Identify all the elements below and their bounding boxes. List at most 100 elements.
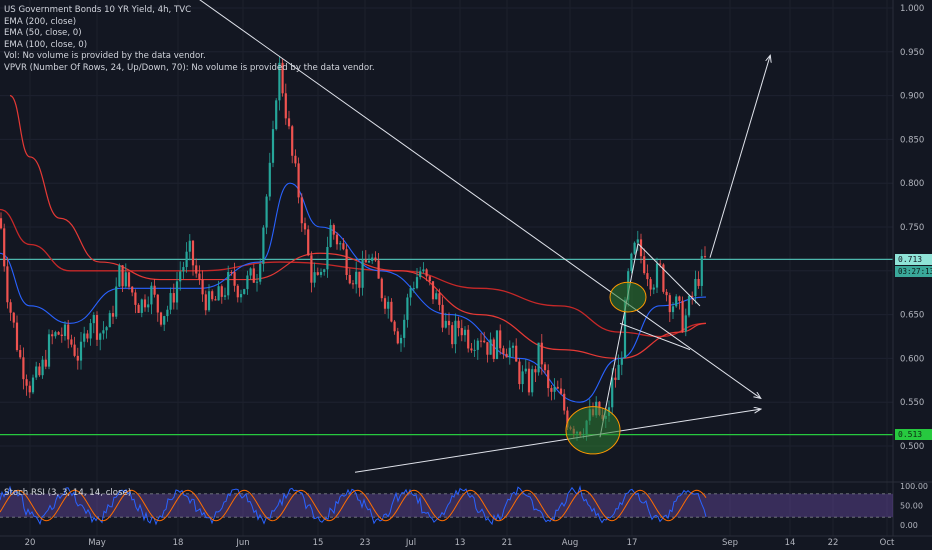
indicator-vpvr[interactable]: VPVR (Number Of Rows, 24, Up/Down, 70): …	[4, 62, 375, 73]
indicator-ema100[interactable]: EMA (100, close, 0)	[4, 39, 88, 50]
candle-body	[415, 277, 419, 289]
x-tick-label: Sep	[722, 538, 738, 548]
candle-body	[44, 359, 47, 367]
y-tick-label: 0.900	[900, 92, 924, 102]
candle-body	[681, 300, 684, 332]
candle-body	[323, 269, 326, 272]
candle-body	[35, 366, 38, 378]
candle-body	[15, 322, 19, 351]
rsi-tick-label: 100.00	[900, 482, 928, 491]
candle-body	[172, 293, 175, 303]
candle-body	[99, 333, 102, 340]
candle-body	[687, 295, 691, 316]
candle-body	[633, 242, 636, 254]
candle-body	[175, 281, 179, 303]
candle-body	[143, 299, 147, 308]
candle-body	[620, 358, 623, 365]
candle-body	[703, 256, 707, 258]
candle-body	[361, 259, 364, 288]
candle-body	[399, 337, 403, 344]
candle-body	[147, 304, 150, 308]
candle-body	[124, 272, 127, 287]
chart-title[interactable]: US Government Bonds 10 YR Yield, 4h, TVC	[4, 5, 192, 15]
rsi-tick-label: 0.00	[900, 521, 918, 530]
candle-body	[79, 341, 83, 361]
candle-body	[22, 357, 25, 380]
candle-body	[374, 257, 377, 261]
candle-body	[364, 259, 367, 263]
candle-body	[435, 293, 438, 300]
candle-body	[185, 251, 188, 268]
x-tick-label: Oct	[880, 538, 895, 548]
y-tick-label: 0.650	[900, 311, 924, 321]
stoch-rsi-label[interactable]: Stoch RSI (3, 3, 14, 14, close)	[4, 488, 132, 498]
candle-body	[639, 239, 643, 257]
candle-body	[691, 295, 694, 297]
y-tick-label: 0.500	[900, 442, 924, 452]
candle-body	[662, 264, 665, 292]
candle-body	[502, 348, 505, 354]
candle-body	[537, 342, 540, 373]
candle-body	[140, 299, 143, 313]
y-tick-label: 0.850	[900, 135, 924, 145]
candle-body	[102, 330, 105, 334]
candle-body	[153, 285, 156, 295]
candle-body	[51, 334, 54, 337]
y-tick-label: 1.000	[900, 4, 924, 14]
indicator-vol[interactable]: Vol: No volume is provided by the data v…	[4, 51, 206, 62]
candle-body	[31, 377, 35, 393]
candle-body	[403, 319, 406, 338]
candle-body	[275, 100, 278, 130]
candle-body	[115, 286, 118, 317]
candle-body	[188, 240, 191, 252]
candle-body	[243, 289, 246, 294]
candle-body	[230, 271, 233, 273]
indicator-ema50[interactable]: EMA (50, close, 0)	[4, 28, 82, 39]
support-level-badge: 0.513	[895, 429, 932, 440]
candle-body	[383, 298, 387, 309]
y-tick-label: 0.800	[900, 179, 924, 189]
candle-body	[527, 368, 531, 393]
indicator-ema200[interactable]: EMA (200, close)	[4, 16, 77, 27]
candle-body	[678, 296, 681, 301]
candle-body	[313, 272, 316, 283]
candle-body	[0, 218, 3, 229]
candle-body	[425, 269, 428, 277]
candle-body	[220, 286, 223, 297]
horizontal-levels	[0, 258, 893, 436]
candle-body	[684, 315, 687, 332]
y-tick-label: 0.950	[900, 48, 924, 58]
x-tick-label: 22	[828, 538, 839, 548]
x-tick-label: 14	[785, 538, 796, 548]
candle-body	[652, 287, 655, 290]
candle-body	[521, 371, 524, 385]
candle-body	[233, 272, 236, 286]
candle-body	[166, 309, 169, 317]
candle-body	[255, 281, 259, 283]
candle-body	[41, 359, 44, 376]
candle-body	[163, 316, 166, 325]
x-tick-label: Jun	[235, 538, 249, 548]
rsi-band	[0, 493, 893, 518]
candle-body	[262, 227, 265, 264]
countdown-badge: 03:27:13	[895, 266, 932, 277]
candle-body	[671, 306, 675, 313]
candle-body	[451, 325, 454, 345]
candle-body	[131, 286, 134, 293]
x-tick-label: 13	[455, 538, 466, 548]
candle-body	[409, 288, 412, 298]
candle-body	[371, 257, 374, 261]
candle-body	[623, 299, 627, 359]
x-tick-label: Jul	[405, 538, 416, 548]
x-tick-label: 23	[360, 538, 371, 548]
candle-body	[156, 294, 159, 313]
candle-body	[643, 256, 646, 274]
candle-body	[249, 268, 252, 276]
candle-body	[191, 240, 195, 266]
x-tick-label: 18	[173, 538, 184, 548]
candle-body	[345, 249, 348, 276]
candle-body	[380, 278, 383, 299]
candle-body	[284, 93, 287, 119]
trendline	[599, 243, 639, 438]
